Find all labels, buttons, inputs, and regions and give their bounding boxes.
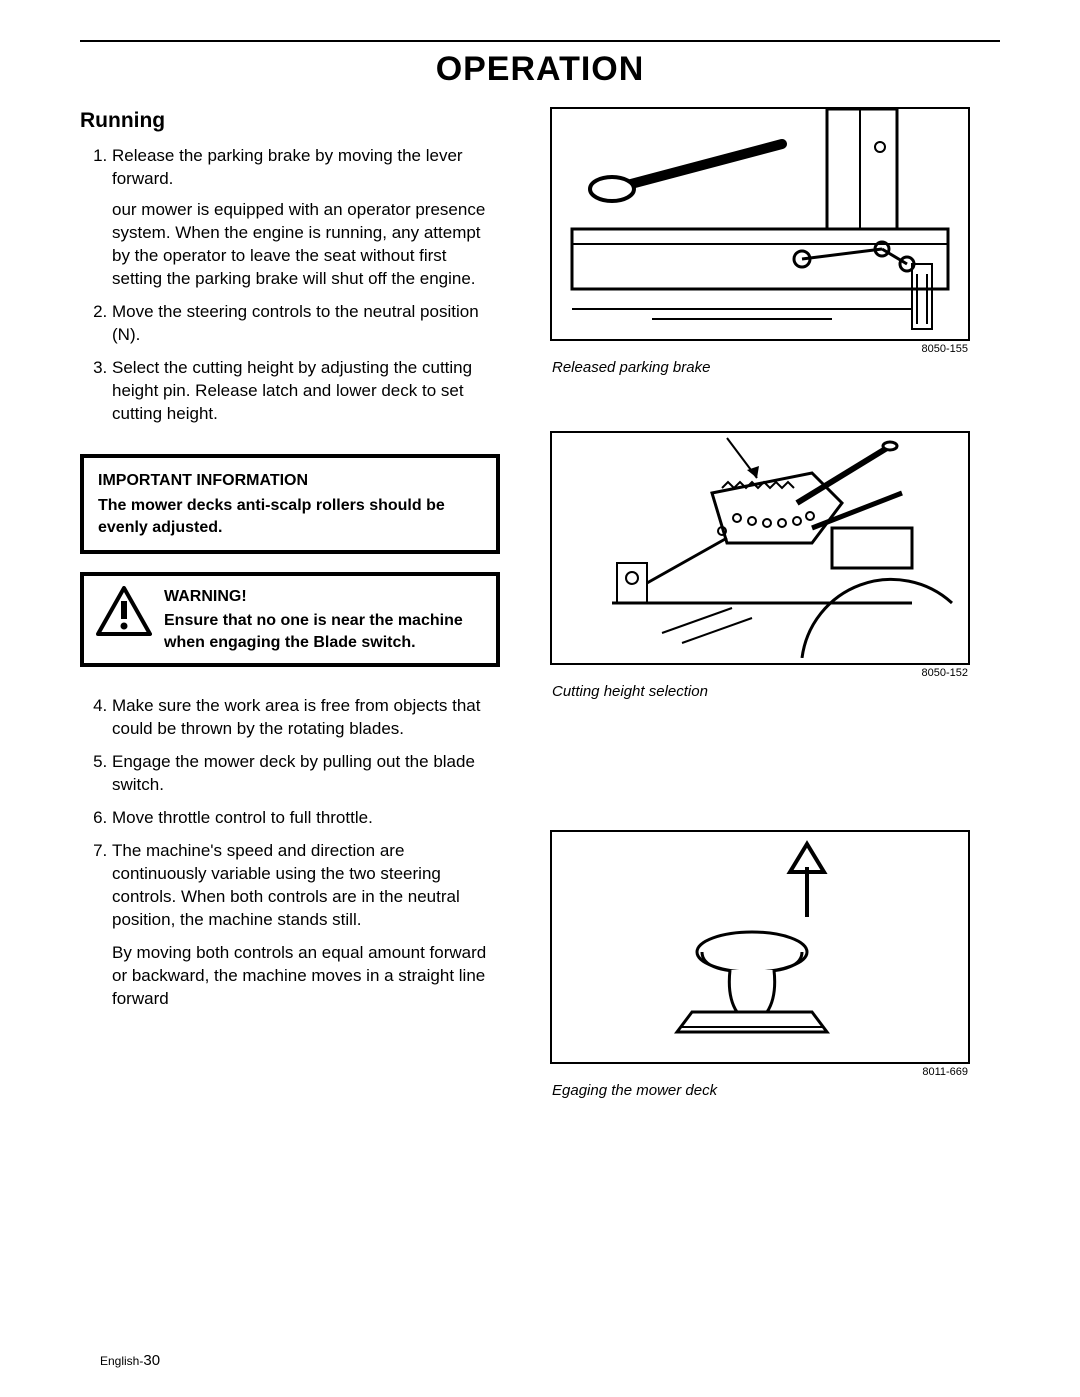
info-title: IMPORTANT INFORMATION [98,470,482,492]
figure-2-code: 8050-152 [550,667,968,679]
figure-3: 8011-669 Egaging the mower deck [550,830,970,1099]
step-1: Release the parking brake by moving the … [112,145,500,291]
step-4: Make sure the work area is free from obj… [112,695,500,741]
page-title: OPERATION [80,50,1000,89]
figure-3-caption: Egaging the mower deck [552,1082,970,1099]
left-column: Running Release the parking brake by mov… [80,107,500,1109]
section-heading: Running [80,107,500,135]
step-6: Move throttle control to full throttle. [112,807,500,830]
step-7-text: The machine's speed and direction are co… [112,841,460,929]
page-footer: English-30 [100,1352,160,1369]
right-column: 8050-155 Released parking brake [530,107,1000,1109]
step-1b-text: our mower is equipped with an operator p… [112,200,485,288]
warning-box: WARNING! Ensure that no one is near the … [80,572,500,667]
figure-2-caption: Cutting height selection [552,683,970,700]
warning-title: WARNING! [164,586,484,608]
step-1-text: Release the parking brake by moving the … [112,146,463,188]
footer-page-number: 30 [143,1352,160,1369]
engaging-mower-deck-illustration [552,832,968,1057]
info-body: The mower decks anti-scalp rollers shoul… [98,495,482,538]
footer-lang: English- [100,1354,143,1368]
step-7b-text: By moving both controls an equal amount … [112,942,500,1011]
important-info-box: IMPORTANT INFORMATION The mower decks an… [80,454,500,555]
figure-3-code: 8011-669 [550,1066,968,1078]
figure-1-code: 8050-155 [550,343,968,355]
step-2: Move the steering controls to the neutra… [112,301,500,347]
figure-1-caption: Released parking brake [552,359,970,376]
warning-triangle-icon [96,586,152,636]
step-7: The machine's speed and direction are co… [112,840,500,932]
figure-1: 8050-155 Released parking brake [550,107,970,376]
step-5: Engage the mower deck by pulling out the… [112,751,500,797]
warning-body: Ensure that no one is near the machine w… [164,610,484,653]
figure-2: 8050-152 Cutting height selection [550,431,970,700]
step-3: Select the cutting height by adjusting t… [112,357,500,426]
released-parking-brake-illustration [552,109,968,334]
cutting-height-selection-illustration [552,433,968,658]
